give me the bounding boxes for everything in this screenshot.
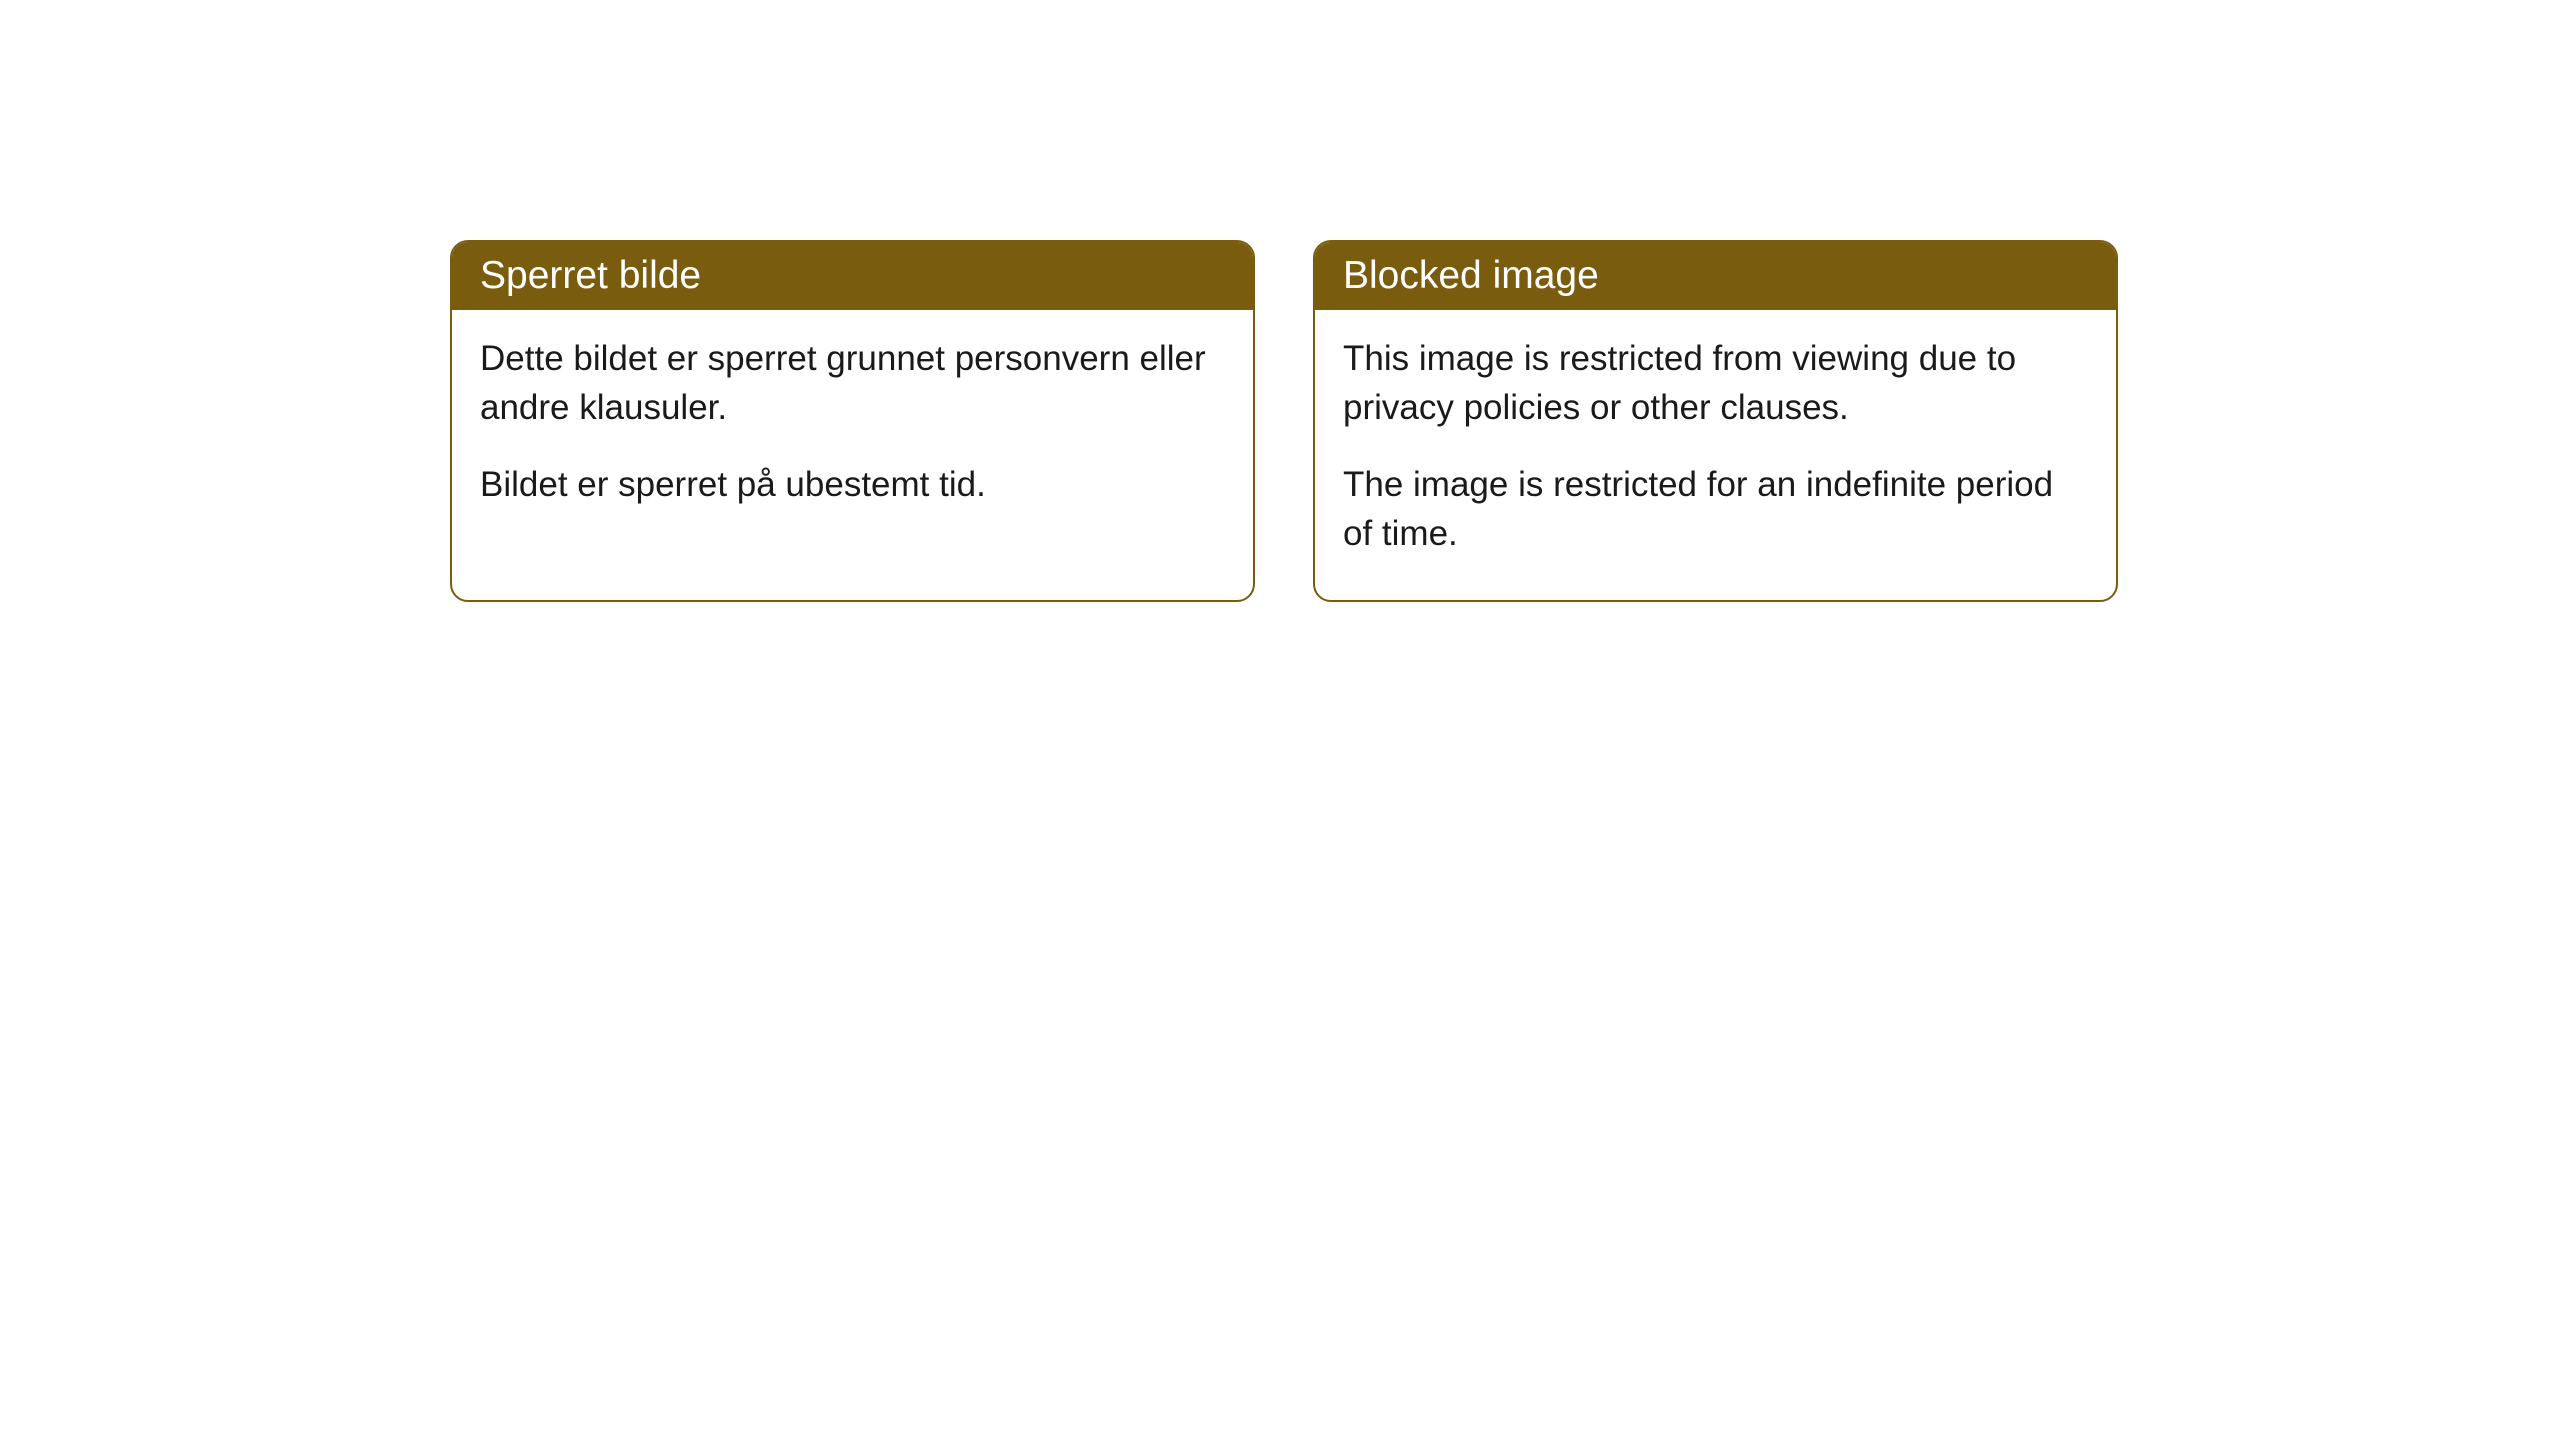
- card-body-line2-english: The image is restricted for an indefinit…: [1343, 460, 2088, 558]
- card-body-line2-norwegian: Bildet er sperret på ubestemt tid.: [480, 460, 1225, 509]
- card-body-line1-norwegian: Dette bildet er sperret grunnet personve…: [480, 334, 1225, 432]
- card-body-norwegian: Dette bildet er sperret grunnet personve…: [452, 310, 1253, 551]
- card-body-english: This image is restricted from viewing du…: [1315, 310, 2116, 600]
- card-english: Blocked image This image is restricted f…: [1313, 240, 2118, 602]
- cards-container: Sperret bilde Dette bildet er sperret gr…: [0, 0, 2560, 602]
- card-header-english: Blocked image: [1315, 242, 2116, 310]
- card-body-line1-english: This image is restricted from viewing du…: [1343, 334, 2088, 432]
- card-header-norwegian: Sperret bilde: [452, 242, 1253, 310]
- card-norwegian: Sperret bilde Dette bildet er sperret gr…: [450, 240, 1255, 602]
